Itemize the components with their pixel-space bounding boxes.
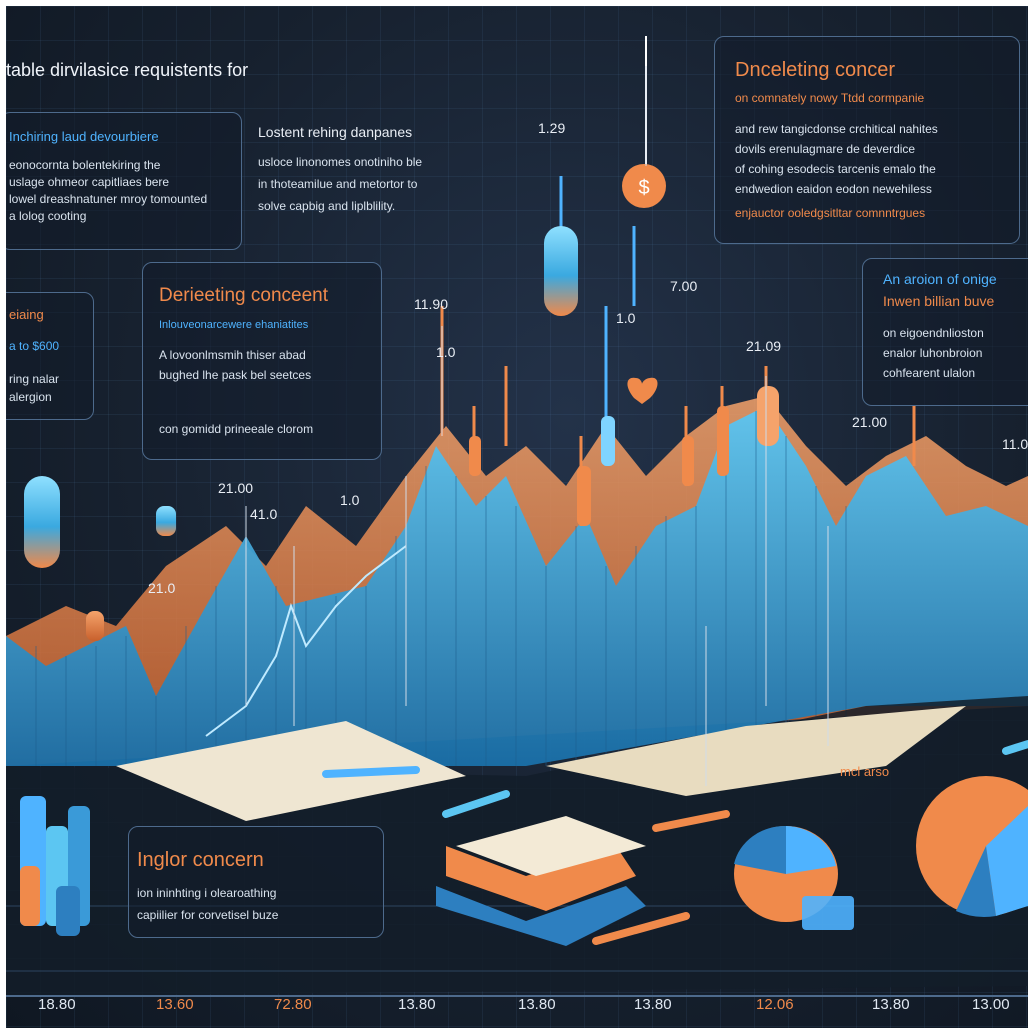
info-panel-bottom-left: Inglor concern ion ininhting i olearoath… <box>128 826 384 938</box>
panel-heading: Derieeting conceent <box>159 285 328 306</box>
panel-heading: Inchiring laud devourbiere <box>9 129 159 144</box>
x-axis-label: 13.80 <box>634 996 672 1013</box>
price-label: 41.0 <box>250 506 278 522</box>
panel-heading: Dnceleting concer <box>735 59 896 81</box>
price-label: 11.0 <box>1002 436 1028 452</box>
price-label: 1.0 <box>616 310 636 326</box>
x-axis-label: 13.80 <box>398 996 436 1013</box>
svg-text:$: $ <box>638 177 649 199</box>
price-label: 11.90 <box>414 296 448 312</box>
pie-chart-large <box>916 776 1028 917</box>
info-panel-top-right: Dnceleting concer on comnately nowy Ttdd… <box>714 36 1020 244</box>
cylinder-bars <box>20 796 90 936</box>
x-axis-label: 72.80 <box>274 996 312 1013</box>
x-axis-label: 13.80 <box>872 996 910 1013</box>
market-chart-illustration: $ <box>6 36 1028 997</box>
document-paper <box>116 721 466 821</box>
x-axis-label: 12.06 <box>756 996 794 1013</box>
pen-icon <box>322 766 420 778</box>
price-label: 7.00 <box>670 278 698 294</box>
price-label: 21.09 <box>746 338 782 354</box>
blue-area-series <box>6 406 1028 766</box>
x-axis-label: 13.00 <box>972 996 1010 1013</box>
info-panel-left-edge: eiaing a to $600 ring nalar alergion <box>6 292 94 420</box>
heart-icon <box>627 377 658 404</box>
x-axis-label: 18.80 <box>38 996 76 1013</box>
page-title: table dirvilasice requistents for <box>6 60 249 80</box>
floor-tag: mcl arso <box>840 764 890 779</box>
price-label: 1.0 <box>436 344 456 360</box>
dollar-coin-icon <box>622 164 666 208</box>
panel-heading-top-mid: Lostent rehing danpanes <box>258 124 413 140</box>
price-label: 1.0 <box>340 492 360 508</box>
x-axis-label: 13.80 <box>518 996 556 1013</box>
panel-heading: Inglor concern <box>137 849 264 871</box>
info-panel-mid-right: An aroion of onige Inwen billian buve on… <box>862 258 1028 406</box>
price-tag <box>802 896 854 930</box>
info-panel-mid-left: Derieeting conceent Inlouveonarcewere eh… <box>142 262 382 460</box>
book-stack <box>436 886 646 946</box>
price-label: 1.29 <box>538 120 566 136</box>
price-label: 21.00 <box>852 414 888 430</box>
x-axis-label: 13.60 <box>156 996 194 1013</box>
infographic-canvas: $ <box>6 6 1028 1028</box>
left-capsule <box>24 476 60 568</box>
info-panel-top-left: Inchiring laud devourbiere eonocornta bo… <box>6 112 242 250</box>
open-notebook <box>546 706 966 796</box>
price-label: 21.00 <box>218 480 254 496</box>
price-label: 21.0 <box>148 580 176 596</box>
capsule-candle <box>544 226 578 316</box>
